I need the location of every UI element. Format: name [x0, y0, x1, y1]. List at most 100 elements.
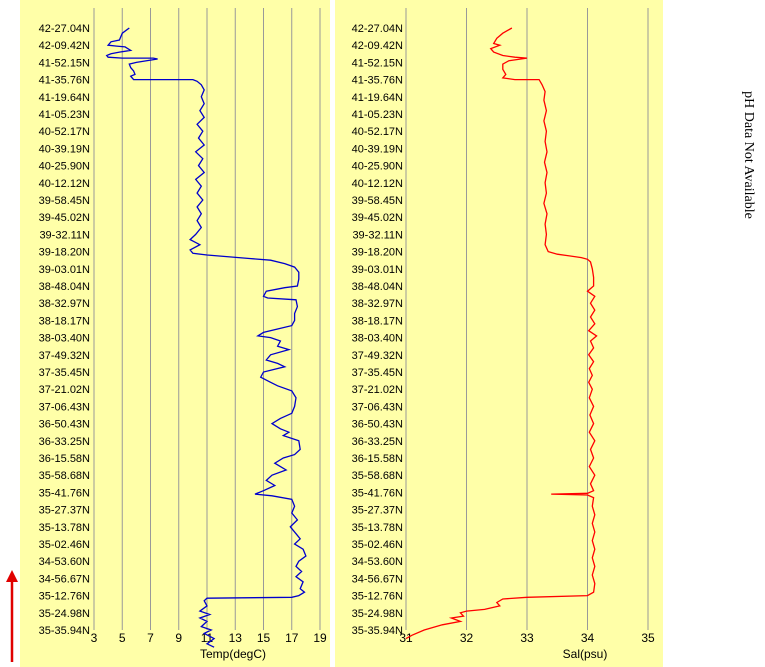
temperature-latitude-label: 35-12.76N: [39, 591, 90, 603]
temperature-x-tick-label: 5: [119, 631, 126, 645]
temperature-latitude-label: 38-48.04N: [39, 281, 90, 293]
salinity-latitude-label: 36-33.25N: [352, 436, 403, 448]
salinity-gridlines: [405, 8, 649, 630]
temperature-latitude-label: 36-50.43N: [39, 419, 90, 431]
temperature-panel: 42-27.04N 42-09.42N 41-52.15N 41-35.76N 41-1…: [39, 8, 327, 661]
salinity-x-axis-title: Sal(psu): [563, 647, 608, 661]
salinity-latitude-label: 35-02.46N: [352, 539, 403, 551]
temperature-latitude-labels: 42-27.04N 42-09.42N 41-52.15N 41-35.76N 41-1…: [39, 23, 90, 637]
salinity-latitude-label: 37-35.45N: [352, 367, 403, 379]
temperature-latitude-label: 42-27.04N: [39, 23, 90, 35]
salinity-latitude-label: 37-49.32N: [352, 350, 403, 362]
salinity-latitude-label: 35-13.78N: [352, 522, 403, 534]
temperature-latitude-label: 39-18.20N: [39, 247, 90, 259]
salinity-latitude-label: 39-03.01N: [352, 264, 403, 276]
temperature-latitude-label: 36-15.58N: [39, 453, 90, 465]
temperature-latitude-label: 37-06.43N: [39, 401, 90, 413]
salinity-latitude-label: 35-41.76N: [352, 487, 403, 499]
direction-arrow-head: [6, 570, 18, 582]
temperature-latitude-label: 39-32.11N: [39, 229, 90, 241]
salinity-latitude-label: 41-52.15N: [352, 57, 403, 69]
temperature-latitude-label: 41-52.15N: [39, 57, 90, 69]
salinity-latitude-label: 35-35.94N: [352, 625, 403, 637]
temperature-gridlines: [93, 8, 321, 630]
temperature-x-axis-title: Temp(degC): [200, 647, 266, 661]
temperature-latitude-label: 41-35.76N: [39, 75, 90, 87]
salinity-series-line: [405, 27, 598, 640]
salinity-latitude-label: 35-58.68N: [352, 470, 403, 482]
ph-unavailable-note: pH Data Not Available: [741, 91, 756, 219]
salinity-latitude-label: 34-56.67N: [352, 573, 403, 585]
temperature-latitude-label: 34-53.60N: [39, 556, 90, 568]
salinity-latitude-label: 41-05.23N: [352, 109, 403, 121]
temperature-x-tick-label: 15: [257, 631, 271, 645]
salinity-latitude-label: 39-58.45N: [352, 195, 403, 207]
temperature-x-tick-label: 7: [147, 631, 154, 645]
temperature-series-line: [105, 27, 307, 648]
salinity-latitude-label: 35-27.37N: [352, 505, 403, 517]
temperature-latitude-label: 34-56.67N: [39, 573, 90, 585]
salinity-latitude-label: 40-25.90N: [352, 161, 403, 173]
direction-arrow: [6, 570, 18, 662]
salinity-latitude-label: 37-06.43N: [352, 401, 403, 413]
salinity-panel-background: [335, 0, 663, 667]
temperature-latitude-label: 40-52.17N: [39, 126, 90, 138]
salinity-latitude-label: 40-39.19N: [352, 143, 403, 155]
temperature-latitude-label: 40-25.90N: [39, 161, 90, 173]
temperature-latitude-label: 39-45.02N: [39, 212, 90, 224]
temperature-x-tick-label: 9: [175, 631, 182, 645]
salinity-latitude-label: 38-48.04N: [352, 281, 403, 293]
temperature-latitude-label: 35-27.37N: [39, 505, 90, 517]
temperature-latitude-label: 36-33.25N: [39, 436, 90, 448]
salinity-latitude-label: 39-32.11N: [352, 229, 403, 241]
salinity-latitude-label: 42-27.04N: [352, 23, 403, 35]
temperature-latitude-label: 35-24.98N: [39, 608, 90, 620]
temperature-latitude-label: 37-21.02N: [39, 384, 90, 396]
salinity-x-tick-label: 33: [520, 631, 534, 645]
salinity-latitude-label: 38-32.97N: [352, 298, 403, 310]
temperature-x-tick-label: 13: [229, 631, 243, 645]
salinity-latitude-label: 36-15.58N: [352, 453, 403, 465]
salinity-latitude-label: 41-19.64N: [352, 92, 403, 104]
salinity-latitude-label: 39-18.20N: [352, 247, 403, 259]
temperature-x-tick-label: 17: [285, 631, 299, 645]
temperature-latitude-label: 38-32.97N: [39, 298, 90, 310]
salinity-x-tick-label: 32: [460, 631, 474, 645]
salinity-latitude-label: 35-12.76N: [352, 591, 403, 603]
salinity-latitude-label: 37-21.02N: [352, 384, 403, 396]
salinity-latitude-label: 42-09.42N: [352, 40, 403, 52]
salinity-latitude-label: 38-18.17N: [352, 315, 403, 327]
temperature-latitude-label: 41-05.23N: [39, 109, 90, 121]
salinity-latitude-label: 39-45.02N: [352, 212, 403, 224]
temperature-latitude-label: 38-03.40N: [39, 333, 90, 345]
temperature-latitude-label: 37-35.45N: [39, 367, 90, 379]
salinity-panel: 42-27.04N 42-09.42N 41-52.15N 41-35.76N 41-1…: [352, 8, 655, 661]
temperature-x-tick-label: 3: [91, 631, 98, 645]
temperature-panel-background: [20, 0, 330, 667]
salinity-latitude-labels: 42-27.04N 42-09.42N 41-52.15N 41-35.76N 41-1…: [352, 23, 403, 637]
salinity-x-tick-label: 35: [641, 631, 655, 645]
salinity-x-tick-label: 34: [581, 631, 595, 645]
temperature-latitude-label: 42-09.42N: [39, 40, 90, 52]
temperature-latitude-label: 38-18.17N: [39, 315, 90, 327]
salinity-latitude-label: 38-03.40N: [352, 333, 403, 345]
salinity-latitude-label: 40-52.17N: [352, 126, 403, 138]
temperature-latitude-label: 35-41.76N: [39, 487, 90, 499]
temperature-latitude-label: 35-13.78N: [39, 522, 90, 534]
temperature-latitude-label: 35-35.94N: [39, 625, 90, 637]
temperature-latitude-label: 39-58.45N: [39, 195, 90, 207]
temperature-latitude-label: 40-12.12N: [39, 178, 90, 190]
salinity-latitude-label: 40-12.12N: [352, 178, 403, 190]
temperature-latitude-label: 41-19.64N: [39, 92, 90, 104]
temperature-latitude-label: 39-03.01N: [39, 264, 90, 276]
temperature-latitude-label: 37-49.32N: [39, 350, 90, 362]
salinity-latitude-label: 41-35.76N: [352, 75, 403, 87]
temperature-x-tick-label: 19: [313, 631, 327, 645]
temperature-latitude-label: 35-58.68N: [39, 470, 90, 482]
salinity-latitude-label: 36-50.43N: [352, 419, 403, 431]
salinity-latitude-label: 34-53.60N: [352, 556, 403, 568]
temperature-latitude-label: 40-39.19N: [39, 143, 90, 155]
salinity-latitude-label: 35-24.98N: [352, 608, 403, 620]
temperature-latitude-label: 35-02.46N: [39, 539, 90, 551]
